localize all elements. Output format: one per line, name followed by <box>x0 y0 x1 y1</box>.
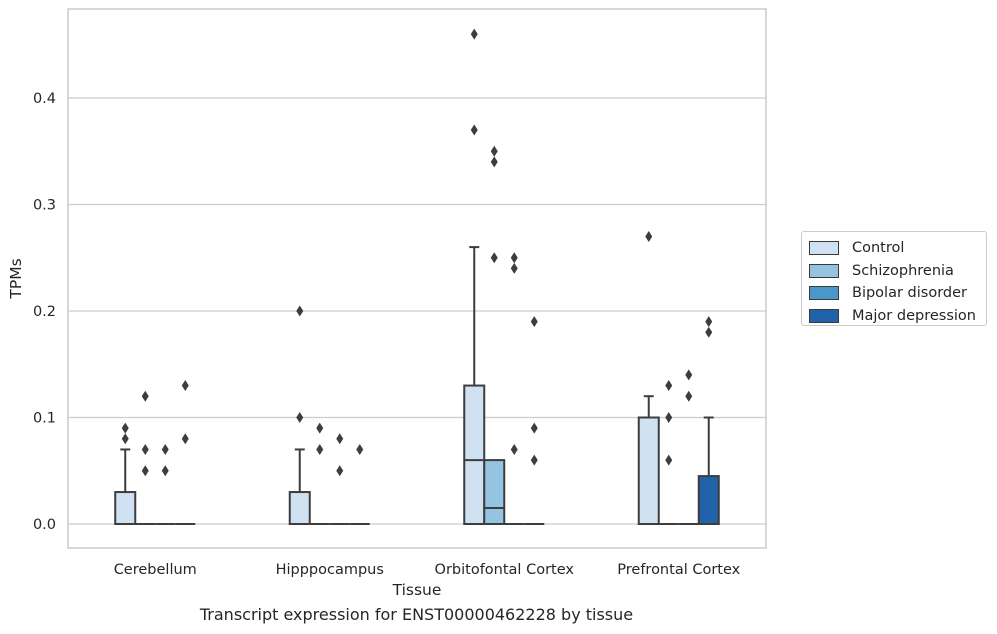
box-body <box>463 384 486 525</box>
legend-swatch <box>809 263 839 278</box>
outlier-point <box>296 305 304 317</box>
outlier-point <box>181 433 189 445</box>
y-tick-label: 0.4 <box>33 91 56 107</box>
box-1-3 <box>349 443 370 525</box>
box-3-2 <box>678 369 699 525</box>
outlier-point <box>665 412 673 423</box>
outlier-point <box>470 28 478 40</box>
outlier-point <box>141 390 149 402</box>
outlier-point <box>356 443 364 455</box>
grid-lines <box>68 97 766 525</box>
box-0-3 <box>175 380 196 525</box>
outlier-point <box>296 412 304 423</box>
box-body <box>697 475 720 526</box>
box-1-2 <box>329 433 350 525</box>
box-2-0 <box>463 28 486 525</box>
outlier-point <box>141 443 149 455</box>
outlier-point <box>490 145 498 157</box>
legend-label: Control <box>852 240 905 257</box>
outlier-point <box>121 433 129 445</box>
outlier-point <box>685 390 693 402</box>
box-body <box>483 459 506 526</box>
box-2-3 <box>524 316 545 525</box>
outlier-point <box>510 443 518 455</box>
box-1-0 <box>288 305 311 525</box>
outlier-point <box>336 433 344 445</box>
outlier-point <box>161 465 169 477</box>
x-tick-label: Cerebellum <box>114 562 197 578</box>
legend-label: Bipolar disorder <box>852 285 967 302</box>
box-body <box>637 416 660 525</box>
legend-label: Schizophrenia <box>852 262 954 279</box>
outlier-point <box>161 443 169 455</box>
box-body <box>288 491 311 525</box>
outlier-point <box>490 252 498 264</box>
y-tick-label: 0.1 <box>33 411 56 427</box>
outlier-point <box>685 369 693 381</box>
x-tick-label: Prefrontal Cortex <box>617 562 740 578</box>
legend-item: Schizophrenia <box>809 260 979 283</box>
box-0-0 <box>114 422 137 525</box>
x-axis-label: Tissue <box>392 581 442 599</box>
legend-label: Major depression <box>852 307 976 324</box>
legend-swatch <box>809 308 839 323</box>
x-tick-label: Hipppocampus <box>276 562 384 578</box>
box-1-1 <box>309 422 330 525</box>
outlier-point <box>181 380 189 392</box>
legend-item: Major depression <box>809 305 979 328</box>
box-2-1 <box>483 145 506 526</box>
box-body <box>114 491 137 525</box>
box-2-2 <box>504 252 525 525</box>
outlier-point <box>316 422 324 434</box>
outlier-point <box>141 465 149 477</box>
outlier-point <box>530 422 538 434</box>
y-tick-label: 0.3 <box>33 198 56 214</box>
legend-item: Control <box>809 237 979 260</box>
outlier-point <box>510 262 518 274</box>
legend-swatch <box>809 286 839 301</box>
legend-item: Bipolar disorder <box>809 282 979 305</box>
legend-swatch <box>809 241 839 256</box>
tick-labels: 0.0 0.1 0.2 0.3 0.4 Cerebellum Hipppocampus Orb… <box>33 91 741 578</box>
outlier-point <box>705 326 713 338</box>
outlier-point <box>470 124 478 136</box>
box-3-0 <box>637 230 660 525</box>
box-groups <box>114 28 720 526</box>
outlier-point <box>665 454 673 466</box>
x-tick-label: Orbitofontal Cortex <box>435 562 575 578</box>
box-0-2 <box>155 443 176 525</box>
y-tick-label: 0.2 <box>33 304 56 320</box>
outlier-point <box>316 443 324 455</box>
chart-caption: Transcript expression for ENST0000046222… <box>199 605 634 624</box>
outlier-point <box>530 454 538 466</box>
y-tick-label: 0.0 <box>33 517 56 533</box>
outlier-point <box>121 422 129 434</box>
outlier-point <box>490 156 498 168</box>
legend: Control Schizophrenia Bipolar disorder Majo… <box>801 231 987 326</box>
outlier-point <box>705 316 713 328</box>
box-3-3 <box>697 316 720 526</box>
outlier-point <box>665 380 673 392</box>
outlier-point <box>510 252 518 264</box>
y-axis-label: TPMs <box>7 258 25 299</box>
outlier-point <box>645 230 653 242</box>
outlier-point <box>336 465 344 477</box>
plot-frame <box>67 8 767 549</box>
outlier-point <box>530 316 538 328</box>
box-3-1 <box>658 380 679 525</box>
box-0-1 <box>135 390 156 525</box>
